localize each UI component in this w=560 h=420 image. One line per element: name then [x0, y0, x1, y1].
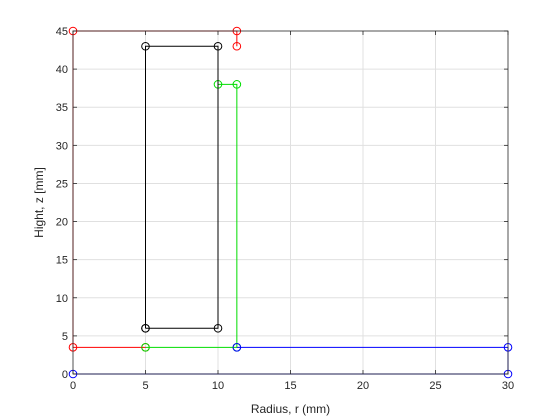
- series-2: [141, 80, 242, 352]
- x-tick-label: 10: [212, 380, 224, 392]
- y-tick-label: 20: [56, 217, 68, 229]
- data-point: [232, 80, 242, 89]
- data-point: [141, 343, 150, 352]
- data-point: [141, 41, 150, 51]
- data-point: [213, 323, 223, 333]
- data-point: [232, 41, 242, 51]
- y-axis-ticks: 0 5 10 15 20 25 30 35 40 45: [56, 26, 508, 381]
- y-tick-label: 35: [56, 102, 68, 114]
- y-tick-label: 25: [56, 178, 68, 190]
- data-point: [213, 41, 223, 51]
- y-axis-label: Hight, z [mm]: [32, 167, 46, 238]
- y-tick-label: 5: [62, 331, 68, 343]
- x-tick-label: 20: [357, 380, 369, 392]
- y-tick-label: 30: [56, 140, 68, 152]
- x-tick-label: 30: [502, 380, 514, 392]
- y-tick-label: 0: [62, 369, 68, 381]
- series-3: [141, 41, 223, 333]
- x-tick-label: 15: [284, 380, 296, 392]
- y-tick-label: 10: [56, 293, 68, 305]
- x-tick-label: 25: [429, 380, 441, 392]
- x-tick-label: 0: [70, 380, 76, 392]
- x-tick-label: 5: [142, 380, 148, 392]
- x-axis-ticks: 0 5 10 15 20 25 30: [70, 31, 514, 392]
- series-line: [145, 45, 219, 329]
- data-point: [141, 323, 150, 333]
- data-point: [232, 343, 242, 352]
- y-tick-label: 40: [56, 64, 68, 76]
- series-line: [145, 83, 238, 348]
- x-axis-label: Radius, r (mm): [251, 402, 330, 416]
- y-tick-label: 15: [56, 255, 68, 267]
- y-tick-label: 45: [56, 26, 68, 38]
